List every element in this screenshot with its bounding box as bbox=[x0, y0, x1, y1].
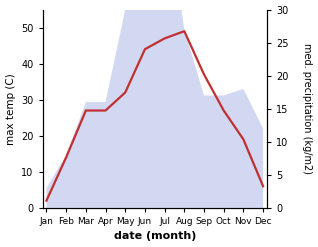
Y-axis label: med. precipitation (kg/m2): med. precipitation (kg/m2) bbox=[302, 43, 313, 174]
Y-axis label: max temp (C): max temp (C) bbox=[5, 73, 16, 144]
X-axis label: date (month): date (month) bbox=[114, 231, 196, 242]
